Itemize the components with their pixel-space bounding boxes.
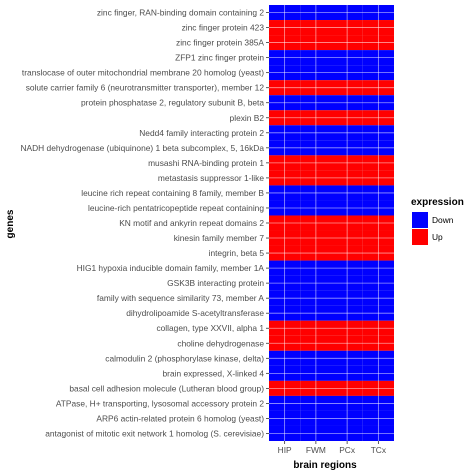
gene-label: dihydrolipoamide S-acetyltransferase <box>126 308 264 318</box>
legend-swatch <box>412 212 428 228</box>
gene-label: GSK3B interacting protein <box>167 278 264 288</box>
gene-label: protein phosphatase 2, regulatory subuni… <box>81 98 264 108</box>
legend: expression Down Up <box>411 197 464 245</box>
gene-label: HIG1 hypoxia inducible domain family, me… <box>77 263 265 273</box>
region-label: FWM <box>306 445 326 455</box>
y-axis-title: genes <box>5 209 16 238</box>
gene-label: NADH dehydrogenase (ubiquinone) 1 beta s… <box>21 143 265 153</box>
legend-label: Up <box>432 232 443 242</box>
gene-label: zinc finger protein 385A <box>176 38 264 48</box>
gene-label: translocase of outer mitochondrial membr… <box>22 68 264 78</box>
gene-label: leucine rich repeat containing 8 family,… <box>81 188 264 198</box>
gene-label: antagonist of mitotic exit network 1 hom… <box>45 428 264 438</box>
gene-label: KN motif and ankyrin repeat domains 2 <box>119 218 264 228</box>
gene-label: family with sequence similarity 73, memb… <box>97 293 265 303</box>
gene-label: kinesin family member 7 <box>174 233 265 243</box>
gene-labels: zinc finger, RAN-binding domain containi… <box>21 8 269 438</box>
gene-label: basal cell adhesion molecule (Lutheran b… <box>69 383 264 393</box>
gene-label: musashi RNA-binding protein 1 <box>148 158 264 168</box>
gene-label: ARP6 actin-related protein 6 homolog (ye… <box>96 413 264 423</box>
legend-title: expression <box>411 197 464 208</box>
gene-label: metastasis suppressor 1-like <box>158 173 264 183</box>
gene-label: plexin B2 <box>230 113 265 123</box>
heatmap-panel <box>269 5 394 441</box>
gene-label: ZFP1 zinc finger protein <box>175 53 264 63</box>
gene-label: collagen, type XXVII, alpha 1 <box>156 323 264 333</box>
gene-label: ATPase, H+ transporting, lysosomal acces… <box>56 398 264 408</box>
gene-label: brain expressed, X-linked 4 <box>163 368 265 378</box>
region-label: HIP <box>278 445 292 455</box>
gene-label: Nedd4 family interacting protein 2 <box>139 128 264 138</box>
gene-label: solute carrier family 6 (neurotransmitte… <box>26 83 265 93</box>
gene-label: integrin, beta 5 <box>209 248 265 258</box>
gene-label: zinc finger protein 423 <box>182 23 265 33</box>
region-label: TCx <box>371 445 387 455</box>
x-axis-title: brain regions <box>293 460 357 471</box>
gene-label: leucine-rich pentatricopeptide repeat co… <box>88 203 264 213</box>
legend-label: Down <box>432 215 454 225</box>
gene-label: zinc finger, RAN-binding domain containi… <box>97 8 264 18</box>
gene-label: calmodulin 2 (phosphorylase kinase, delt… <box>105 353 264 363</box>
region-labels: HIP FWM PCx TCx <box>278 441 387 455</box>
legend-swatch <box>412 229 428 245</box>
gene-label: choline dehydrogenase <box>177 338 264 348</box>
region-label: PCx <box>339 445 356 455</box>
